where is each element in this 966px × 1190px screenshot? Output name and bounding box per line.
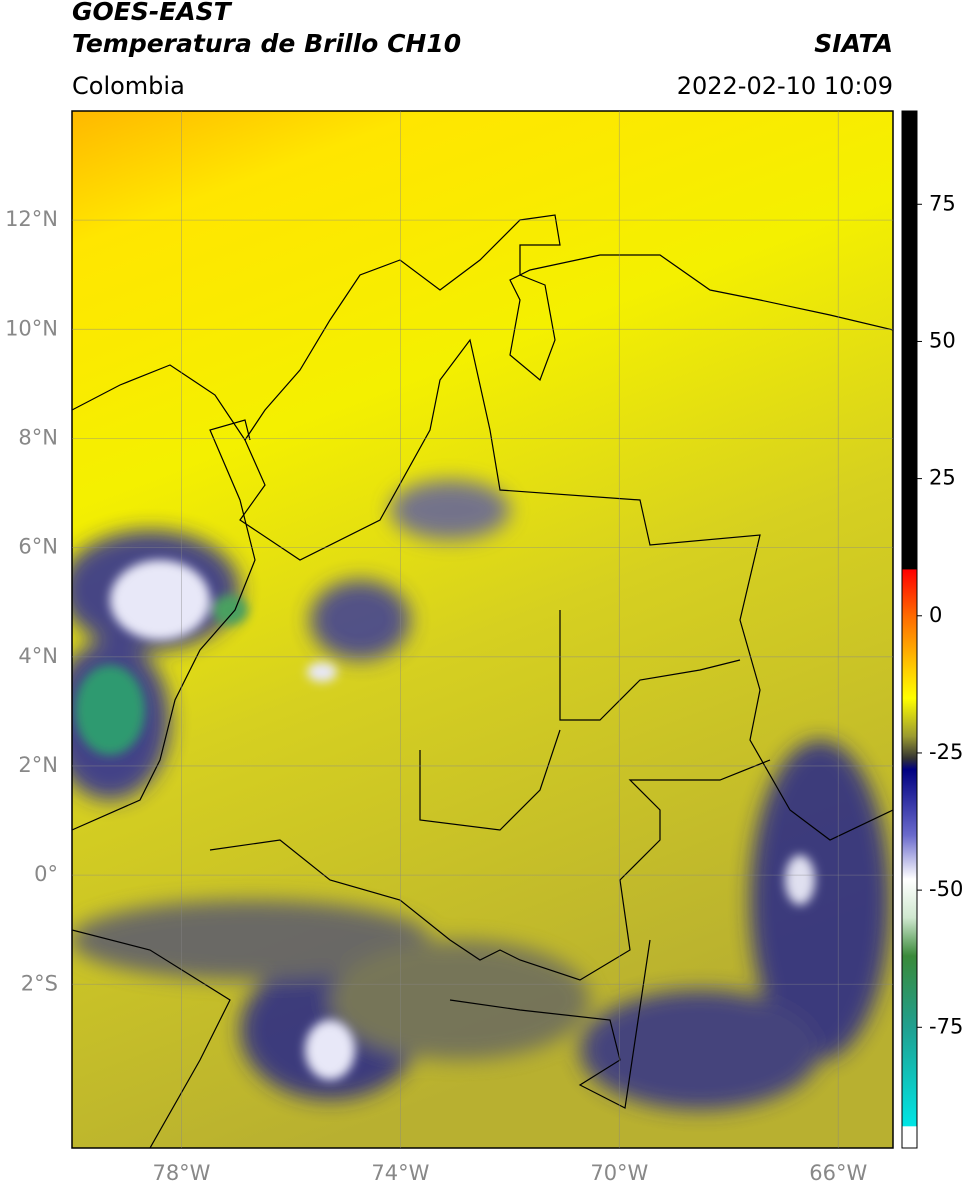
lat-tick-label: 6°N bbox=[18, 535, 58, 559]
ticks: 78°W 74°W 70°W 66°W 12°N 10°N 8°N 6°N 4°N 2°N 0° 2°… bbox=[5, 207, 867, 1185]
lon-tick-label: 78°W bbox=[152, 1161, 210, 1185]
subtitle: Temperatura de Brillo CH10 bbox=[72, 29, 461, 58]
satellite-image bbox=[72, 111, 893, 1148]
colorbar-tick-label: 25 bbox=[929, 466, 956, 490]
lon-tick-label: 70°W bbox=[590, 1161, 648, 1185]
lat-tick-label: 12°N bbox=[5, 207, 58, 231]
colorbar-tick-label: -75 bbox=[929, 1014, 963, 1038]
colorbar-tick-label: 0 bbox=[929, 603, 942, 627]
grid bbox=[72, 111, 893, 1148]
region: Colombia bbox=[72, 72, 185, 100]
lat-tick-label: 4°N bbox=[18, 644, 58, 668]
lon-tick-label: 66°W bbox=[809, 1161, 867, 1185]
lat-tick-label: 8°N bbox=[18, 425, 58, 449]
source: SIATA bbox=[814, 29, 893, 58]
lat-tick-label: 10°N bbox=[5, 316, 58, 340]
colorbar-scale bbox=[901, 110, 918, 1149]
title: GOES-EAST bbox=[72, 0, 233, 26]
lat-tick-label: 2°N bbox=[18, 753, 58, 777]
lat-tick-label: 2°S bbox=[21, 971, 58, 995]
colorbar-tick-label: 75 bbox=[929, 191, 956, 215]
lat-tick-label: 0° bbox=[34, 862, 58, 886]
colorbar-tick-label: -25 bbox=[929, 740, 963, 764]
datetime: 2022-02-10 10:09 bbox=[677, 72, 893, 100]
lon-tick-label: 74°W bbox=[371, 1161, 429, 1185]
colorbar: 75 50 25 0 -25 -50 -75 bbox=[901, 110, 963, 1149]
colorbar-tick-label: 50 bbox=[929, 328, 956, 352]
map-frame bbox=[71, 110, 894, 1149]
colorbar-tick-label: -50 bbox=[929, 877, 963, 901]
